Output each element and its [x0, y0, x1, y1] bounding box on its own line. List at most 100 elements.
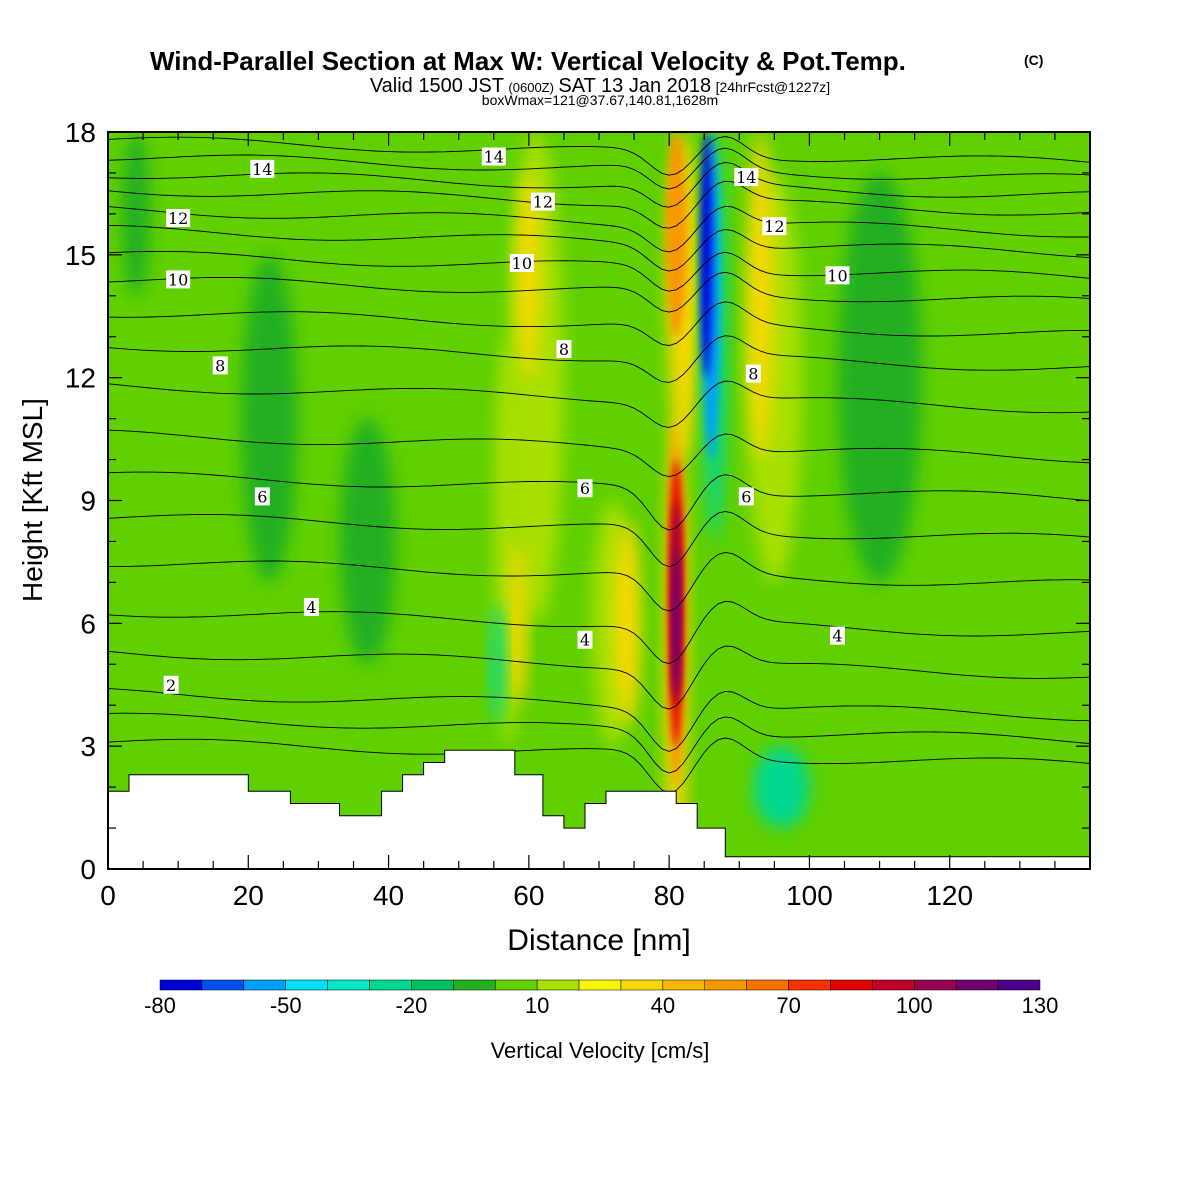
colorbar-swatch: [411, 979, 454, 991]
colorbar-label: Vertical Velocity [cm/s]: [491, 1038, 710, 1063]
theta-label-text: 4: [580, 631, 590, 650]
colorbar-tick-label: 10: [525, 993, 549, 1018]
theta-label-text: 8: [748, 365, 758, 384]
theta-label-box: [738, 487, 754, 506]
colorbar-swatch: [578, 979, 622, 991]
theta-label-text: 6: [741, 487, 751, 506]
x-tick-label: 80: [654, 880, 685, 911]
colorbar-tick-label: 70: [776, 993, 800, 1018]
chart-title: Wind-Parallel Section at Max W: Vertical…: [150, 46, 906, 76]
x-tick-label: 120: [926, 880, 973, 911]
title-block: Wind-Parallel Section at Max W: Vertical…: [150, 46, 1043, 108]
theta-line-3: [108, 645, 1090, 710]
theta-line-14: [108, 224, 1090, 272]
theta-label-text: 8: [559, 340, 569, 359]
theta-label-5: 6: [577, 479, 593, 498]
theta-label-18: 14: [734, 168, 759, 187]
colorbar-swatch: [327, 979, 370, 991]
colorbar-swatch: [369, 979, 412, 991]
colorbar-swatch: [872, 979, 915, 991]
x-tick-label: 20: [233, 880, 264, 911]
colorbar-swatch: [285, 979, 328, 991]
y-tick-label: 0: [80, 854, 96, 885]
theta-label-7: 8: [212, 356, 228, 375]
field-blob-16: [509, 541, 527, 706]
colorbar-swatch: [494, 979, 538, 991]
theta-line-16: [108, 180, 1090, 229]
colorbar-tick-label: -20: [396, 993, 428, 1018]
theta-label-8: 8: [556, 340, 572, 359]
theta-line-18: [108, 147, 1090, 190]
colorbar-tick-label: -50: [270, 993, 302, 1018]
colorbar-swatch: [997, 979, 1041, 991]
theta-label-text: 12: [764, 217, 784, 236]
theta-label-2: 4: [577, 630, 593, 650]
theta-label-9: 8: [745, 364, 761, 384]
theta-label-box: [829, 626, 845, 645]
chart-subtitle-2: boxWmax=121@37.67,140.81,1628m: [482, 92, 718, 108]
field-blob-7: [241, 254, 298, 583]
theta-label-text: 14: [736, 168, 756, 187]
theta-line-10: [108, 335, 1090, 383]
theta-label-12: 10: [825, 266, 850, 285]
chart-subtitle: Valid 1500 JST (0600Z) SAT 13 Jan 2018 […: [370, 75, 830, 97]
theta-label-10: 10: [166, 270, 191, 289]
theta-label-box: [166, 208, 191, 227]
y-tick-label: 9: [80, 486, 96, 517]
theta-label-1: 4: [303, 597, 319, 617]
y-tick-label: 18: [65, 117, 96, 148]
theta-label-box: [166, 270, 191, 289]
theta-label-box: [577, 479, 593, 498]
colorbar-swatch: [746, 979, 789, 991]
theta-label-17: 14: [481, 147, 506, 167]
colorbar-swatch: [704, 979, 747, 991]
theta-label-text: 10: [168, 270, 188, 289]
y-tick-label: 6: [80, 608, 96, 639]
field-blob-3: [963, 213, 1048, 542]
theta-label-text: 12: [533, 193, 553, 212]
y-tick-label: 3: [80, 731, 96, 762]
copyright-mark: (C): [1024, 52, 1043, 68]
theta-label-text: 4: [306, 598, 316, 617]
y-axis-label: Height [Kft MSL]: [17, 398, 48, 602]
x-tick-label: 40: [373, 880, 404, 911]
colorbar-swatch: [243, 979, 286, 991]
theta-label-box: [250, 159, 275, 178]
field-blob-30: [700, 132, 712, 378]
theta-label-box: [163, 675, 179, 694]
colorbar-swatch: [830, 979, 873, 991]
colorbar-swatch: [453, 979, 496, 991]
theta-line-7: [108, 471, 1090, 531]
x-tick-label: 0: [100, 880, 116, 911]
theta-label-text: 12: [168, 209, 188, 228]
theta-label-box: [509, 254, 534, 273]
theta-label-box: [825, 266, 850, 285]
field-blob-10: [122, 132, 151, 296]
theta-label-4: 6: [254, 487, 270, 506]
theta-label-box: [530, 192, 555, 211]
theta-label-16: 14: [250, 159, 275, 179]
theta-label-text: 2: [166, 676, 176, 695]
theta-line-4: [108, 600, 1090, 665]
y-tick-label: 15: [65, 240, 96, 271]
field-blob-20: [753, 746, 810, 829]
colorbar-swatch: [914, 979, 957, 991]
theta-line-19: [108, 136, 1090, 176]
theta-label-box: [481, 147, 506, 166]
theta-label-box: [762, 217, 787, 236]
colorbar-tick-label: 100: [896, 993, 933, 1018]
colorbar-swatch: [662, 979, 706, 991]
colorbar-swatch: [788, 979, 831, 991]
theta-label-11: 10: [509, 254, 534, 273]
x-axis: 0 20 40 60 80 100 120: [100, 132, 1056, 911]
theta-label-text: 14: [484, 148, 504, 167]
theta-label-box: [303, 597, 319, 616]
theta-label-box: [745, 364, 761, 383]
field-blob-17: [614, 520, 640, 726]
theta-line-11: [108, 301, 1090, 346]
theta-label-text: 10: [827, 266, 847, 285]
theta-label-15: 12: [762, 217, 787, 236]
field-blob-2: [528, 132, 670, 378]
theta-line-2: [108, 688, 1090, 752]
theta-line-1: [108, 712, 1090, 774]
